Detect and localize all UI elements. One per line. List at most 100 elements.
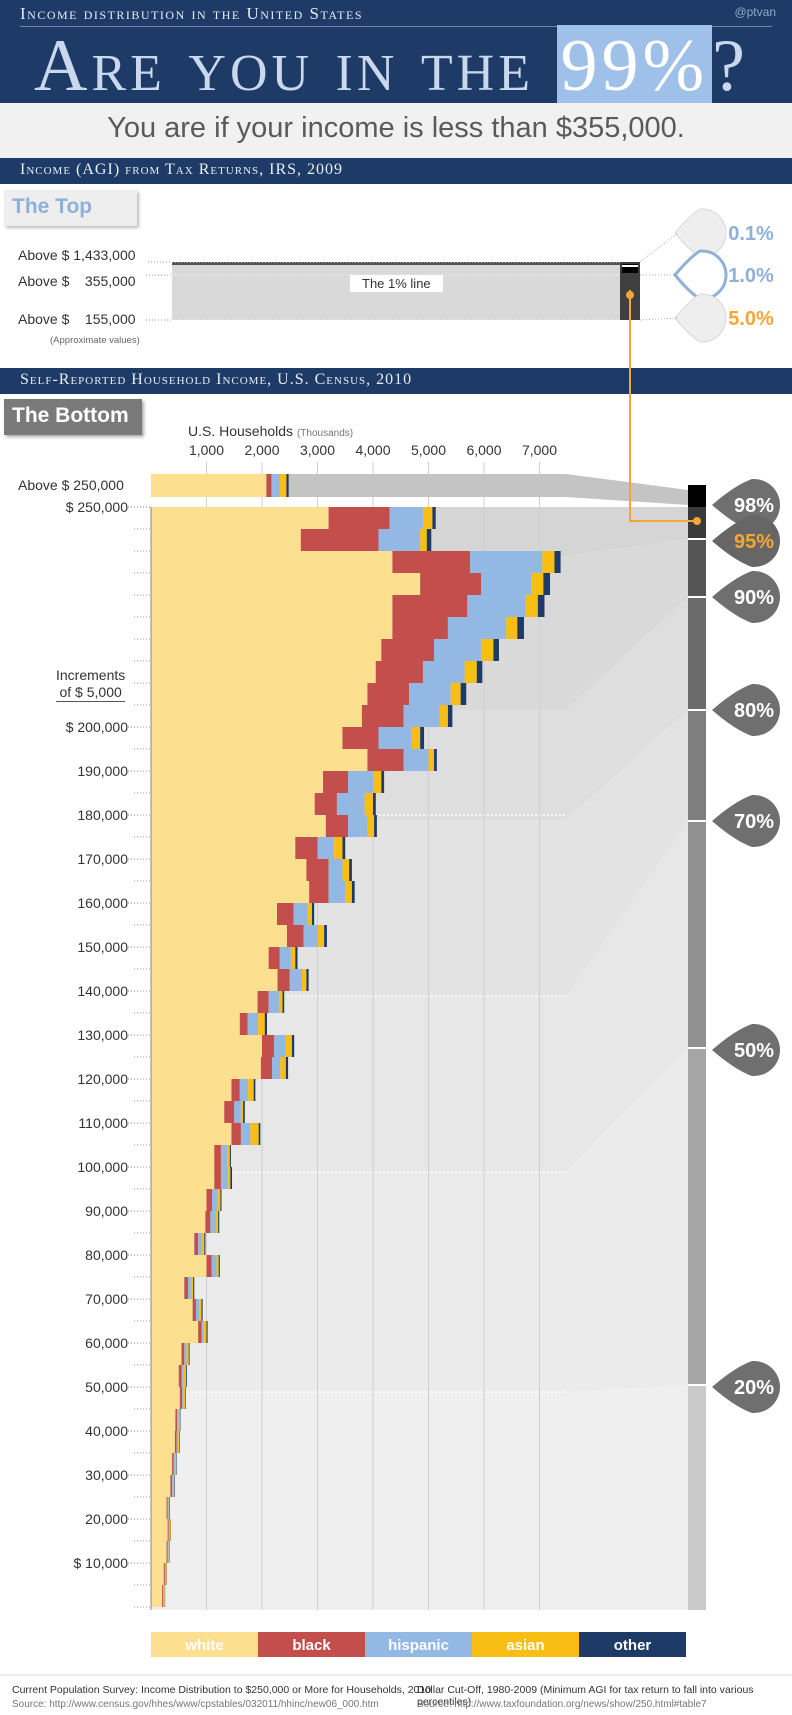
bar-row-5 bbox=[151, 617, 524, 639]
bar-seg-black bbox=[214, 1145, 221, 1167]
bar-seg-hispanic bbox=[467, 595, 526, 617]
bar-row-9 bbox=[151, 705, 453, 727]
bar-row-34 bbox=[151, 1255, 220, 1277]
bar-seg-hispanic bbox=[198, 1233, 202, 1255]
above-250k-seg-black bbox=[266, 474, 272, 497]
bar-seg-black bbox=[306, 859, 329, 881]
percentile-seg-4 bbox=[688, 710, 706, 821]
author-handle: @ptvan bbox=[734, 5, 776, 19]
bar-seg-other bbox=[295, 947, 298, 969]
header-divider bbox=[20, 26, 772, 27]
bar-seg-other bbox=[185, 1387, 186, 1409]
approx-note: (Approximate values) bbox=[50, 335, 140, 346]
bar-seg-white bbox=[151, 661, 376, 683]
increments-line-1: Increments bbox=[56, 667, 126, 683]
bar-row-49 bbox=[151, 1585, 166, 1607]
x-tick-label-2: 3,000 bbox=[300, 442, 335, 458]
bar-seg-white bbox=[151, 1211, 206, 1233]
bar-seg-hispanic bbox=[271, 1057, 281, 1079]
bar-seg-hispanic bbox=[220, 1145, 228, 1167]
bar-seg-black bbox=[166, 1497, 168, 1519]
bar-seg-black bbox=[262, 1035, 275, 1057]
orange-connector bbox=[629, 290, 697, 522]
bar-seg-white bbox=[151, 837, 296, 859]
y-tick-label-2: 190,000 bbox=[77, 763, 128, 779]
bar-seg-asian bbox=[345, 881, 352, 903]
legend-swatch-asian bbox=[472, 1632, 579, 1657]
bar-seg-hispanic bbox=[422, 661, 465, 683]
bar-seg-white bbox=[151, 991, 258, 1013]
title-prefix: Are you in the bbox=[34, 25, 557, 107]
y-tick-label-20: $ 10,000 bbox=[74, 1555, 129, 1571]
percentile-badge-shape bbox=[712, 1361, 780, 1413]
bar-seg-hispanic bbox=[182, 1387, 184, 1409]
bar-seg-black bbox=[224, 1101, 235, 1123]
bar-seg-hispanic bbox=[240, 1123, 251, 1145]
bar-seg-other bbox=[179, 1409, 181, 1431]
bar-seg-other bbox=[373, 793, 376, 815]
bar-seg-hispanic bbox=[168, 1519, 170, 1541]
bar-seg-other bbox=[351, 881, 355, 903]
bar-row-29 bbox=[151, 1145, 231, 1167]
percentile-seg-7 bbox=[688, 1385, 706, 1610]
top-pct-connector-0 bbox=[639, 232, 679, 263]
bar-row-35 bbox=[151, 1277, 195, 1299]
bar-seg-black bbox=[300, 529, 379, 551]
bar-seg-white bbox=[151, 529, 301, 551]
bar-seg-white bbox=[151, 1123, 232, 1145]
bar-row-15 bbox=[151, 837, 346, 859]
legend-label-hispanic: hispanic bbox=[388, 1637, 449, 1654]
bar-seg-white bbox=[151, 1145, 215, 1167]
increments-line-2: of $ 5,000 bbox=[56, 684, 126, 702]
bar-seg-white bbox=[151, 1101, 225, 1123]
bar-seg-other bbox=[175, 1453, 177, 1475]
bar-seg-black bbox=[179, 1387, 183, 1409]
bar-seg-black bbox=[309, 881, 329, 903]
bar-seg-asian bbox=[301, 969, 307, 991]
top-section-heading: Income (AGI) from Tax Returns, IRS, 2009 bbox=[20, 161, 344, 178]
percentile-badge-1: 95% bbox=[712, 515, 780, 567]
bar-seg-other bbox=[374, 815, 377, 837]
y-tick-label-17: 40,000 bbox=[85, 1423, 128, 1439]
bar-seg-other bbox=[476, 661, 483, 683]
y-tick-label-13: 80,000 bbox=[85, 1247, 128, 1263]
bar-seg-black bbox=[367, 683, 410, 705]
bar-seg-white bbox=[151, 1255, 207, 1277]
bar-seg-asian bbox=[168, 1541, 170, 1563]
bar-seg-white bbox=[151, 859, 307, 881]
bar-seg-white bbox=[151, 727, 343, 749]
y-tick-label-9: 120,000 bbox=[77, 1071, 128, 1087]
bar-seg-hispanic bbox=[328, 881, 346, 903]
bar-seg-asian bbox=[279, 991, 283, 1013]
bar-seg-black bbox=[162, 1585, 164, 1607]
bar-seg-asian bbox=[199, 1299, 202, 1321]
bar-row-32 bbox=[151, 1211, 220, 1233]
percentile-label-1: 95% bbox=[734, 531, 774, 553]
top-pct-01 bbox=[622, 264, 638, 273]
bar-seg-asian bbox=[481, 639, 494, 661]
top-pct-label-1: 1.0% bbox=[728, 265, 774, 287]
bar-seg-black bbox=[420, 573, 482, 595]
percentile-label-5: 50% bbox=[734, 1040, 774, 1062]
bar-seg-hispanic bbox=[167, 1497, 169, 1519]
bar-seg-white bbox=[151, 969, 278, 991]
bar-seg-other bbox=[201, 1299, 203, 1321]
bar-seg-black bbox=[175, 1409, 178, 1431]
bar-seg-white bbox=[151, 947, 269, 969]
bar-row-6 bbox=[151, 639, 499, 661]
bar-seg-other bbox=[447, 705, 453, 727]
bar-seg-black bbox=[342, 727, 379, 749]
bar-seg-asian bbox=[420, 529, 427, 551]
orange-dot-top bbox=[626, 291, 634, 299]
percentile-label-2: 90% bbox=[734, 587, 774, 609]
legend-item-white: white bbox=[151, 1632, 258, 1657]
bar-seg-asian bbox=[280, 1057, 286, 1079]
percentile-badge-3: 80% bbox=[712, 684, 780, 736]
axis-title-text: U.S. Households bbox=[188, 423, 294, 439]
bar-seg-hispanic bbox=[470, 551, 543, 573]
percentile-badge-shape bbox=[712, 1024, 780, 1076]
bar-seg-hispanic bbox=[234, 1101, 241, 1123]
bar-seg-other bbox=[324, 925, 327, 947]
bar-seg-hispanic bbox=[481, 573, 532, 595]
